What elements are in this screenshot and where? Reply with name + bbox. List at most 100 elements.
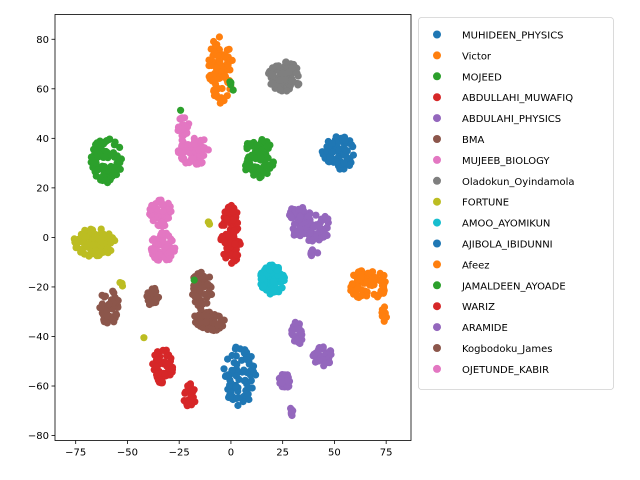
data-point [256, 165, 264, 173]
data-point [295, 325, 303, 333]
data-point [245, 360, 253, 368]
data-point [192, 160, 200, 168]
series-fortune [70, 218, 214, 342]
data-point [190, 140, 198, 148]
legend-label: AJIBOLA_IBIDUNNI [462, 240, 553, 251]
data-point [235, 375, 243, 383]
data-point [149, 217, 157, 225]
legend-label: ARAMIDE [462, 323, 508, 334]
legend-label: WARIZ [462, 302, 495, 313]
legend-label: ABDULLAHI_MUWAFIQ [462, 93, 573, 104]
data-point [190, 276, 198, 284]
legend-marker [433, 72, 441, 81]
data-point [205, 220, 214, 228]
data-point [146, 300, 154, 308]
data-point [154, 370, 162, 378]
data-point [373, 293, 382, 301]
series-ojetunde-kabir [146, 196, 179, 264]
data-point [311, 358, 320, 366]
data-point [168, 237, 176, 245]
data-point [151, 254, 159, 262]
series-victor [205, 33, 236, 107]
data-point [343, 147, 351, 155]
data-point [200, 145, 208, 153]
series-ajibola-ibidunni [220, 343, 260, 410]
data-point [270, 286, 278, 294]
data-point [222, 372, 230, 380]
data-point [214, 321, 222, 329]
data-point [273, 266, 281, 274]
data-point [105, 300, 113, 308]
data-point [185, 399, 193, 407]
data-point [252, 371, 260, 379]
data-point [246, 140, 254, 148]
series-wariz [217, 201, 244, 267]
data-point [115, 157, 124, 165]
data-point [148, 236, 156, 244]
data-point [312, 211, 320, 219]
legend-label: ABDULAHI_PHYSICS [462, 114, 561, 125]
y-tick-label: 80 [36, 35, 49, 46]
data-point [167, 354, 175, 362]
series-muhideen-physics [318, 133, 357, 173]
data-point [101, 176, 110, 184]
x-tick-label: 0 [228, 448, 234, 459]
data-point [94, 166, 102, 174]
y-axis: −80 −60 −40 −20 0 20 40 60 80 [28, 35, 55, 442]
legend-label: BMA [462, 135, 484, 146]
data-point [293, 69, 301, 77]
data-point [166, 248, 174, 256]
legend-label: Victor [462, 51, 492, 62]
legend-marker [433, 260, 441, 269]
data-point [205, 273, 214, 281]
data-point [71, 238, 79, 246]
data-point [189, 393, 197, 401]
data-point [164, 199, 172, 207]
data-point [101, 163, 109, 171]
legend-marker [433, 364, 441, 373]
y-tick-label: 60 [36, 84, 49, 95]
data-point [188, 387, 196, 395]
data-point [296, 225, 304, 233]
data-point [295, 205, 303, 213]
legend-label: JAMALDEEN_AYOADE [461, 281, 566, 292]
data-point [327, 350, 335, 359]
x-tick-label: 75 [380, 448, 393, 459]
data-point [340, 159, 348, 167]
legend-label: MOJEED [462, 72, 502, 83]
data-point [347, 141, 355, 149]
data-point [244, 383, 252, 391]
data-point [107, 239, 115, 247]
data-point [184, 141, 192, 149]
legend-marker [433, 197, 441, 206]
data-point [184, 382, 192, 390]
data-point [228, 259, 236, 267]
data-point [278, 69, 286, 77]
data-point [345, 161, 354, 169]
data-point [182, 388, 191, 396]
data-point [258, 275, 266, 283]
series-afeez [347, 267, 390, 325]
data-point [229, 86, 237, 94]
data-point [110, 289, 118, 297]
legend-marker [433, 344, 441, 352]
data-point [259, 283, 267, 291]
data-point [229, 208, 237, 216]
data-point [228, 351, 236, 360]
data-point [276, 76, 285, 84]
data-point [242, 162, 250, 170]
data-point [101, 153, 109, 161]
data-point [215, 33, 223, 41]
data-point [210, 37, 218, 46]
series-aramide [275, 204, 335, 420]
data-point [224, 61, 232, 70]
data-point [178, 154, 186, 162]
data-point [235, 394, 243, 402]
x-tick-label: 50 [328, 448, 341, 459]
data-point [92, 172, 100, 180]
data-point [99, 230, 107, 238]
data-point [380, 271, 388, 280]
data-point [177, 114, 185, 122]
data-point [269, 71, 277, 79]
data-point [88, 156, 96, 164]
